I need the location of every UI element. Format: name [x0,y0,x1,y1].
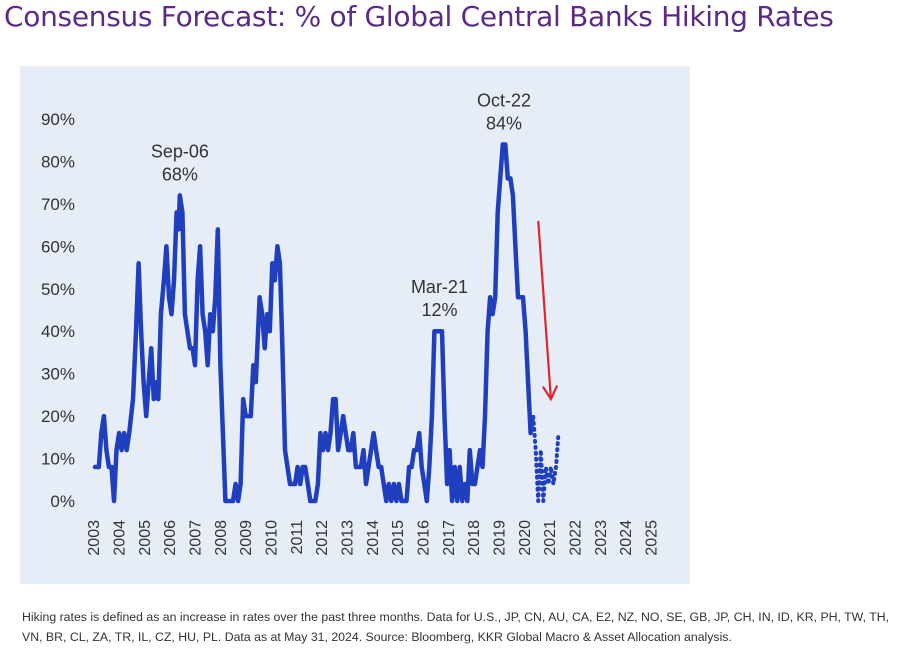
y-tick-label: 30% [41,365,75,384]
x-tick-label: 2011 [289,520,306,555]
y-tick-label: 90% [41,110,75,129]
footnote: Hiking rates is defined as an increase i… [22,610,890,644]
x-tick-label: 2003 [86,520,103,556]
x-tick-label: 2016 [415,520,432,556]
x-tick-label: 2025 [643,520,660,556]
series-line [92,142,533,504]
x-tick-label: 2023 [593,520,610,556]
y-tick-label: 20% [41,407,75,426]
y-tick-label: 10% [41,450,75,469]
x-tick-label: 2004 [112,520,129,556]
x-tick-label: 2008 [213,520,230,556]
x-tick-label: 2013 [339,520,356,556]
chart-panel: 0% 10% 20% 30% 40% 50% 60% 70% 80% 90% 2003 2004 200… [20,66,690,584]
line-chart: 0% 10% 20% 30% 40% 50% 60% 70% 80% 90% 2003 2004 200… [41,90,660,556]
annotation-label: Oct-22 [477,90,531,110]
x-tick-label: 2010 [264,520,281,556]
y-tick-label: 80% [41,152,75,171]
y-tick-label: 0% [50,492,75,511]
x-tick-label: 2022 [567,520,584,556]
y-tick-label: 60% [41,237,75,256]
x-tick-label: 2019 [491,520,508,556]
trend-arrow-head [542,385,558,402]
x-tick-label: 2006 [162,520,179,556]
trend-arrow-shaft [537,220,552,400]
annotation-label: Mar-21 [411,277,468,297]
x-tick-label: 2018 [466,520,483,556]
chart-title: Consensus Forecast: % of Global Central … [4,0,834,33]
annotation-label: Sep-06 [151,141,209,161]
x-tick-label: 2015 [390,520,407,556]
x-tick-label: 2024 [618,520,635,556]
x-tick-label: 2009 [238,520,255,556]
x-tick-label: 2014 [365,520,382,556]
x-tick-label: 2017 [441,520,458,556]
forecast-line [528,414,561,503]
annotation-value: 12% [421,300,457,320]
y-tick-label: 40% [41,322,75,341]
x-tick-label: 2021 [542,520,559,556]
annotation-value: 68% [162,164,198,184]
x-tick-label: 2012 [314,520,331,556]
y-tick-label: 70% [41,195,75,214]
annotation-value: 84% [486,113,522,133]
y-tick-label: 50% [41,280,75,299]
x-tick-label: 2020 [517,520,534,556]
x-tick-label: 2007 [188,520,205,556]
x-tick-label: 2005 [137,520,154,556]
